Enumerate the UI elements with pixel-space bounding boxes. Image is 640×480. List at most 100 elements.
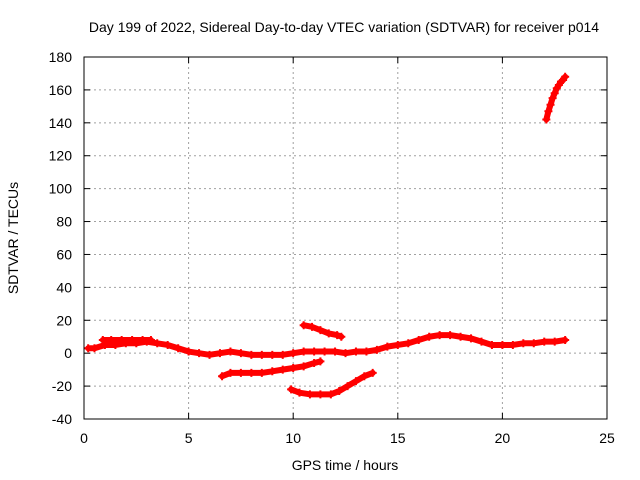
data-point [324, 329, 333, 338]
series-short-upper-segment [299, 321, 346, 341]
data-point [226, 368, 235, 377]
data-point [561, 336, 570, 345]
series-mid-lower-segment [218, 357, 325, 381]
data-point [414, 336, 423, 345]
data-point [138, 336, 147, 345]
data-point [195, 349, 204, 358]
data-point [326, 390, 335, 399]
series-trace [288, 369, 376, 398]
data-point [351, 347, 360, 356]
data-point [477, 337, 486, 346]
data-point [446, 331, 455, 340]
data-point [299, 362, 308, 371]
x-tick-label: 10 [285, 430, 301, 446]
series-late-high-segment [542, 72, 570, 124]
data-point [316, 326, 325, 335]
data-point [247, 350, 256, 359]
data-point [383, 342, 392, 351]
data-point [305, 390, 314, 399]
data-point [498, 340, 507, 349]
data-point [467, 334, 476, 343]
x-tick-label: 15 [390, 430, 406, 446]
y-tick-label: 0 [64, 345, 72, 361]
data-point [128, 336, 137, 345]
data-point [341, 349, 350, 358]
data-point [247, 368, 256, 377]
data-point [393, 340, 402, 349]
data-point [546, 100, 555, 109]
data-point [333, 331, 342, 340]
data-point [335, 387, 344, 396]
x-tick-label: 25 [599, 430, 615, 446]
data-point [163, 340, 172, 349]
data-point [299, 347, 308, 356]
y-tick-label: 80 [56, 214, 72, 230]
data-point [278, 365, 287, 374]
data-point [257, 350, 266, 359]
data-point [310, 359, 319, 368]
x-tick-label: 0 [80, 430, 88, 446]
data-point [153, 339, 162, 348]
axis-ticks: 0 5 10 15 20 25 -40 -20 0 20 40 60 80 100 120 140 160 180 [49, 49, 615, 446]
data-point [372, 345, 381, 354]
data-point [320, 347, 329, 356]
data-point [308, 322, 317, 331]
y-tick-label: -20 [52, 378, 72, 394]
data-point [268, 367, 277, 376]
data-point [337, 332, 346, 341]
data-point [456, 332, 465, 341]
data-point [519, 339, 528, 348]
series-early-band [98, 336, 155, 345]
data-point [331, 347, 340, 356]
data-point [404, 339, 413, 348]
data-point [215, 349, 224, 358]
data-point [508, 340, 517, 349]
data-point [287, 385, 296, 394]
y-tick-label: 140 [49, 115, 73, 131]
data-point [236, 368, 245, 377]
data-point [268, 350, 277, 359]
y-axis-label: SDTVAR / TECUs [5, 182, 21, 294]
data-point [362, 347, 371, 356]
y-tick-label: 20 [56, 312, 72, 328]
data-point [205, 350, 214, 359]
data-point [174, 344, 183, 353]
data-point [90, 344, 99, 353]
data-point [544, 107, 553, 116]
data-point [343, 382, 352, 391]
data-point [548, 94, 557, 103]
data-point [299, 321, 308, 330]
data-points [84, 72, 570, 399]
data-point [368, 368, 377, 377]
data-point [257, 368, 266, 377]
y-tick-label: 180 [49, 49, 73, 65]
data-point [278, 350, 287, 359]
data-point [236, 349, 245, 358]
y-tick-label: 60 [56, 246, 72, 262]
data-point [146, 336, 155, 345]
grid [84, 57, 607, 419]
data-point [295, 388, 304, 397]
series-trace [219, 358, 324, 380]
data-point [550, 89, 559, 98]
data-point [107, 336, 116, 345]
data-point [542, 115, 551, 124]
x-tick-label: 5 [185, 430, 193, 446]
data-point [316, 357, 325, 366]
series-deep-dip-segment [287, 368, 377, 399]
y-tick-label: -40 [52, 411, 72, 427]
data-point [435, 331, 444, 340]
data-point [529, 339, 538, 348]
data-point [218, 372, 227, 381]
plot-frame [83, 56, 608, 420]
data-point [98, 336, 107, 345]
data-point [226, 347, 235, 356]
y-tick-label: 40 [56, 279, 72, 295]
data-point [540, 337, 549, 346]
data-point [117, 336, 126, 345]
data-point [360, 372, 369, 381]
chart-title: Day 199 of 2022, Sidereal Day-to-day VTE… [89, 19, 599, 35]
data-point [561, 72, 570, 81]
data-point [310, 347, 319, 356]
